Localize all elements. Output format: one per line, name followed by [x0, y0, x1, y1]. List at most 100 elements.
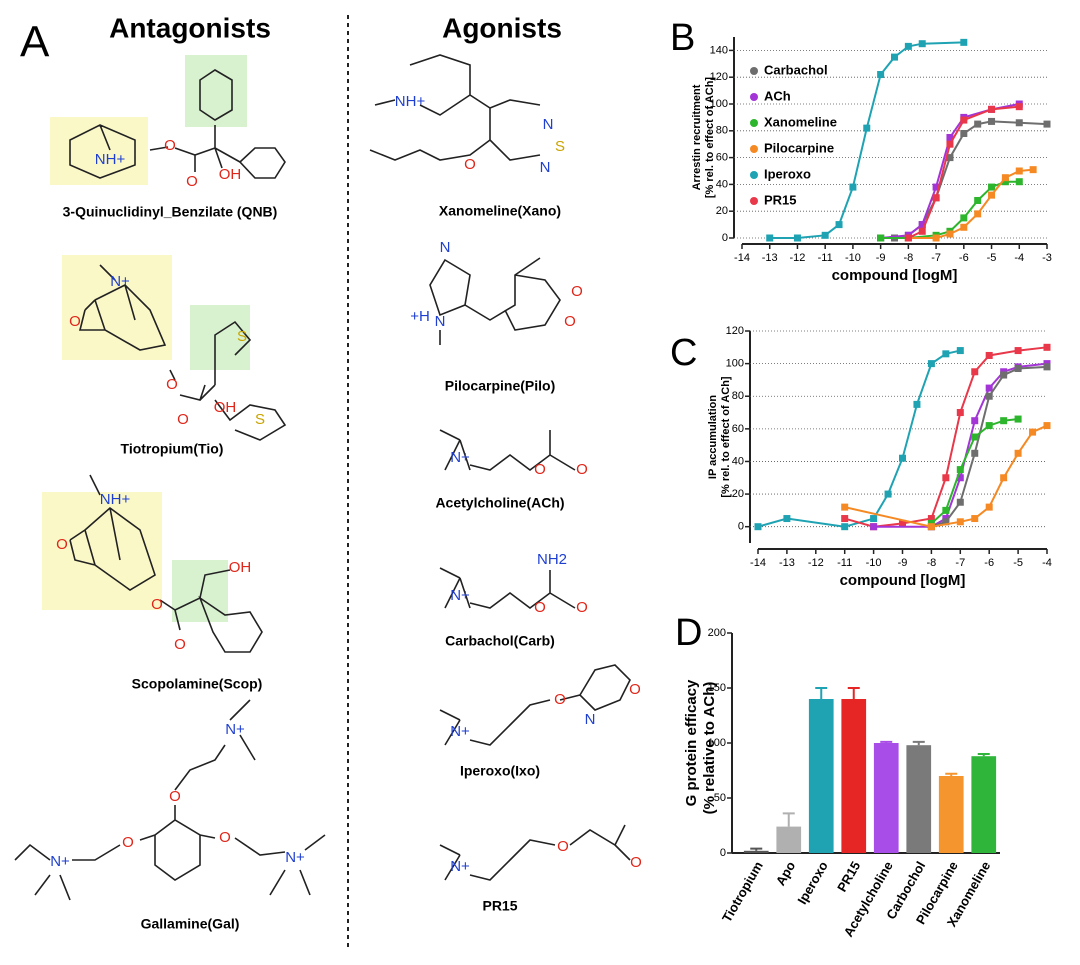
data-point — [974, 120, 982, 128]
atom: N+ — [285, 849, 305, 866]
data-point — [927, 515, 935, 523]
data-point — [985, 351, 993, 359]
data-point — [932, 194, 940, 202]
molecule: N+ N+ N+ O O O Gallamine(Gal) — [14, 699, 326, 932]
data-point — [942, 350, 950, 358]
error-bar — [912, 740, 925, 746]
data-point — [974, 196, 982, 204]
data-point — [1015, 178, 1023, 186]
data-point — [932, 234, 940, 242]
bar — [743, 850, 769, 853]
data-point — [960, 223, 968, 231]
y-tick-label: 20 — [716, 205, 728, 217]
data-point — [870, 523, 878, 531]
y-axis-label: G protein efficacy — [683, 679, 700, 806]
legend-marker — [750, 145, 758, 153]
data-point — [1014, 415, 1022, 423]
y-axis-label: [% rel. to effect of ACh] — [704, 77, 716, 199]
y-axis-label: IP accumulation — [707, 395, 719, 479]
atom: O — [177, 411, 189, 428]
data-point — [793, 234, 801, 242]
atom: N — [435, 313, 446, 330]
x-tick-label: -13 — [762, 252, 778, 264]
atom: O — [564, 313, 576, 330]
y-tick-label: 60 — [732, 423, 744, 435]
x-tick-label: -7 — [955, 557, 965, 569]
data-point — [960, 214, 968, 222]
y-tick-label: 120 — [726, 325, 744, 337]
atom: +H — [410, 308, 430, 325]
atom: O — [166, 376, 178, 393]
data-point — [891, 53, 898, 61]
atom: O — [169, 788, 181, 805]
data-point — [918, 227, 926, 235]
x-tick-label: -9 — [876, 252, 886, 264]
y-tick-label: 40 — [732, 455, 744, 467]
molecule-name: Xanomeline(Xano) — [439, 203, 561, 219]
atom: N+ — [450, 449, 470, 466]
data-point — [971, 417, 979, 425]
legend-label: Pilocarpine — [764, 140, 834, 155]
legend-label: ACh — [764, 88, 791, 103]
legend-marker — [750, 119, 758, 127]
data-point — [942, 506, 950, 514]
molecule-name: Carbachol(Carb) — [445, 633, 555, 649]
data-point — [956, 474, 964, 482]
data-point — [877, 71, 885, 79]
data-point — [960, 38, 968, 46]
y-tick-label: 40 — [716, 178, 728, 190]
legend-marker — [750, 197, 758, 205]
y-tick-label: 200 — [708, 627, 726, 639]
x-tick-label: PR15 — [834, 859, 863, 895]
data-point — [946, 230, 954, 238]
x-tick-label: -6 — [959, 252, 969, 264]
series-line — [908, 168, 1034, 239]
atom: O — [186, 173, 198, 190]
data-point — [985, 384, 993, 392]
x-tick-label: -11 — [818, 252, 833, 264]
molecule: NH+ N S N O Xanomeline(Xano) — [369, 54, 565, 219]
x-tick-label: -8 — [903, 252, 913, 264]
data-point — [971, 515, 979, 523]
data-point — [899, 519, 906, 527]
x-tick-label: -13 — [779, 557, 795, 569]
data-point — [956, 409, 964, 417]
bar — [906, 745, 932, 853]
atom: O — [534, 461, 546, 478]
error-bar — [945, 772, 958, 776]
y-tick-label: 100 — [726, 358, 744, 370]
atom: O — [554, 691, 566, 708]
data-point — [971, 433, 979, 441]
y-tick-label: 80 — [732, 390, 744, 402]
atom: NH+ — [395, 93, 426, 110]
atom: N+ — [450, 723, 470, 740]
data-point — [1000, 474, 1008, 482]
data-point — [971, 449, 979, 457]
atom: O — [122, 834, 134, 851]
x-tick-label: -4 — [1042, 557, 1052, 569]
error-bar — [750, 847, 763, 851]
atom: OH — [214, 399, 237, 416]
data-point — [988, 105, 996, 113]
data-point — [1014, 449, 1022, 457]
data-point — [1015, 119, 1023, 127]
data-point — [849, 183, 857, 191]
x-tick-label: -5 — [987, 252, 997, 264]
atom: N+ — [450, 587, 470, 604]
molecule: NH+ O O OH 3-Quinuclidinyl_Benzilate (QN… — [50, 55, 286, 220]
data-point — [1000, 371, 1008, 379]
y-tick-label: 120 — [710, 71, 728, 83]
data-point — [946, 140, 954, 148]
data-point — [956, 518, 964, 526]
error-bar — [815, 687, 828, 699]
atom: OH — [229, 559, 252, 576]
data-point — [988, 117, 996, 125]
data-point — [942, 518, 950, 526]
heading: Agonists — [442, 12, 562, 43]
data-point — [1043, 363, 1051, 371]
data-point — [1043, 343, 1051, 351]
molecule-name: Iperoxo(Ixo) — [460, 763, 540, 779]
panel-label: D — [675, 612, 702, 654]
data-point — [899, 454, 906, 462]
y-tick-label: 50 — [714, 792, 726, 804]
